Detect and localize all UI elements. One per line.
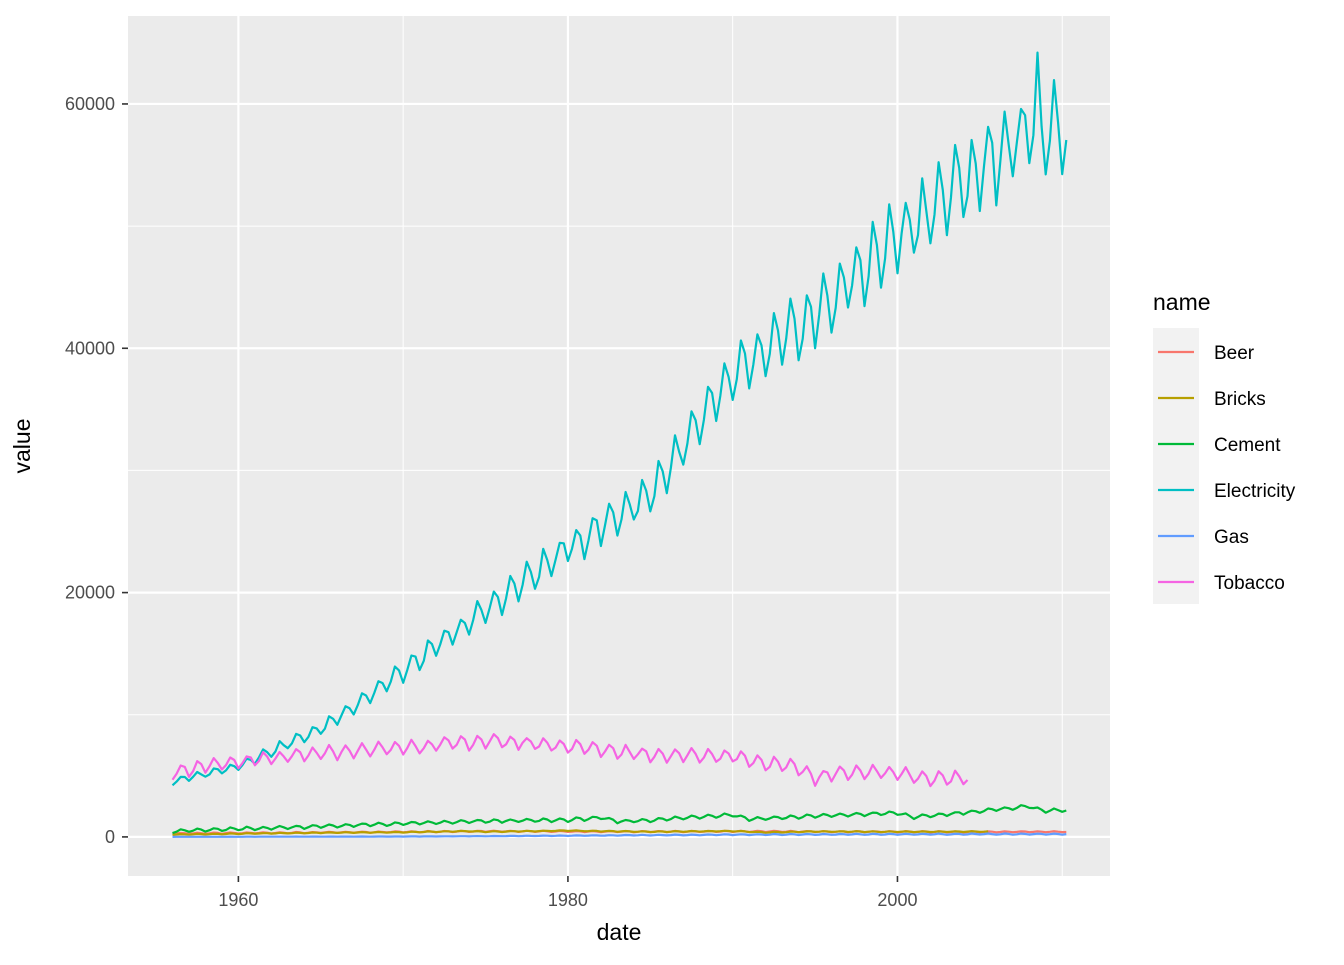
- legend-label-bricks: Bricks: [1214, 389, 1266, 410]
- series-lines: [171, 51, 1068, 838]
- x-axis-title: date: [597, 919, 642, 945]
- legend: Beer Bricks Cement Electricity Gas Tobacco: [1158, 343, 1296, 594]
- x-axis-tick-labels: 1960 1980 2000: [218, 890, 917, 910]
- major-gridlines: [128, 16, 1110, 876]
- series-line-gas: [172, 832, 1067, 838]
- y-tick-label: 60000: [65, 94, 115, 114]
- legend-label-tobacco: Tobacco: [1214, 573, 1285, 594]
- series-line-electricity: [171, 51, 1068, 787]
- series-line-tobacco: [171, 733, 969, 788]
- legend-label-gas: Gas: [1214, 527, 1249, 548]
- x-tick-label: 2000: [877, 890, 917, 910]
- series-line-cement: [172, 804, 1067, 835]
- legend-label-electricity: Electricity: [1214, 481, 1296, 502]
- y-tick-label: 0: [105, 827, 115, 847]
- legend-title: name: [1153, 289, 1211, 315]
- minor-gridlines: [128, 16, 1110, 876]
- y-tick-label: 20000: [65, 583, 115, 603]
- legend-label-cement: Cement: [1214, 435, 1281, 456]
- legend-label-beer: Beer: [1214, 343, 1255, 364]
- plot-panel: [128, 16, 1110, 876]
- legend-key-background: [1153, 328, 1199, 604]
- y-axis-title: value: [9, 419, 35, 474]
- x-tick-label: 1960: [218, 890, 258, 910]
- axis-ticks: [122, 103, 899, 882]
- y-tick-label: 40000: [65, 338, 115, 358]
- y-axis-tick-labels: 0 20000 40000 60000: [65, 94, 115, 847]
- x-tick-label: 1980: [548, 890, 588, 910]
- series-line-bricks: [172, 829, 989, 837]
